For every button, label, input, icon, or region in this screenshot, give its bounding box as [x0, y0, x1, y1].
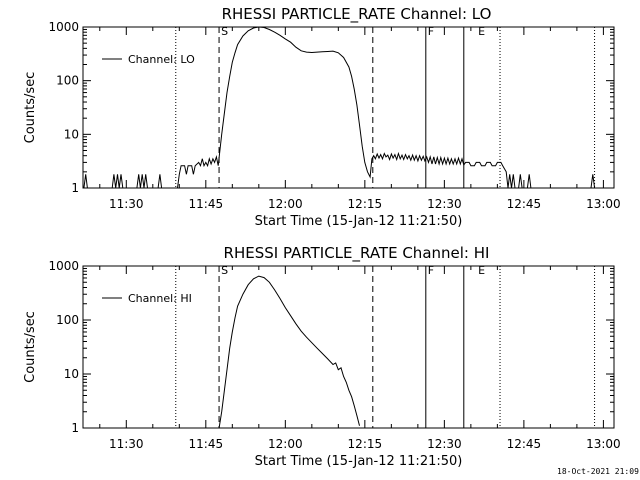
chart-2-y-tick-label: 10 — [64, 367, 79, 381]
chart-2-x-axis-label: Start Time (15-Jan-12 11:21:50) — [255, 454, 463, 469]
chart-2-x-tick-label: 13:00 — [586, 437, 621, 451]
chart-2-x-tick-label: 11:30 — [109, 437, 144, 451]
chart-1-series-line — [83, 26, 596, 189]
chart-1-y-tick-label: 10 — [64, 127, 79, 141]
chart-1-x-tick-label: 12:45 — [507, 197, 542, 211]
chart-1-x-axis-label: Start Time (15-Jan-12 11:21:50) — [255, 214, 463, 229]
chart-1-y-axis-label: Counts/sec — [23, 72, 38, 144]
chart-2-x-tick-label: 11:45 — [189, 437, 224, 451]
chart-1-y-tick-label: 1 — [71, 181, 79, 195]
chart-2-plot-frame — [82, 265, 615, 429]
chart-2-y-tick-label: 100 — [56, 313, 79, 327]
chart-1-x-tick-label: 11:30 — [109, 197, 144, 211]
chart-1-y-tick-label: 100 — [56, 74, 79, 88]
chart-2-event-marker: S — [221, 264, 228, 277]
chart-2-x-tick-label: 12:30 — [427, 437, 462, 451]
chart-1-x-tick-label: 11:45 — [189, 197, 224, 211]
chart-1-event-marker: S — [221, 25, 228, 38]
chart-1-title: RHESSI PARTICLE_RATE Channel: LO — [222, 5, 492, 24]
chart-2-x-tick-label: 12:15 — [348, 437, 383, 451]
chart-1-y-tick-label: 1000 — [48, 20, 79, 34]
chart-1-x-tick-label: 12:30 — [427, 197, 462, 211]
chart-1-x-tick-label: 13:00 — [586, 197, 621, 211]
chart-2-title: RHESSI PARTICLE_RATE Channel: HI — [224, 244, 490, 263]
chart-2-legend-label: Channel: HI — [128, 292, 192, 305]
chart-2-y-axis-label: Counts/sec — [23, 311, 38, 383]
chart-2-event-marker: E — [478, 264, 485, 277]
chart-1-x-tick-label: 12:15 — [348, 197, 383, 211]
chart-1-plot-frame — [82, 26, 615, 189]
chart-1-x-tick-label: 12:00 — [268, 197, 303, 211]
chart-2-y-tick-label: 1000 — [48, 259, 79, 273]
chart-1-event-marker: F — [428, 25, 434, 38]
chart-2-series-line — [218, 275, 360, 429]
chart-2-y-tick-label: 1 — [71, 421, 79, 435]
chart-2-x-tick-label: 12:45 — [507, 437, 542, 451]
chart-1-event-marker: E — [478, 25, 485, 38]
chart-2-x-tick-label: 12:00 — [268, 437, 303, 451]
chart-2-event-marker: F — [428, 264, 434, 277]
chart-1-legend-label: Channel: LO — [128, 53, 195, 66]
